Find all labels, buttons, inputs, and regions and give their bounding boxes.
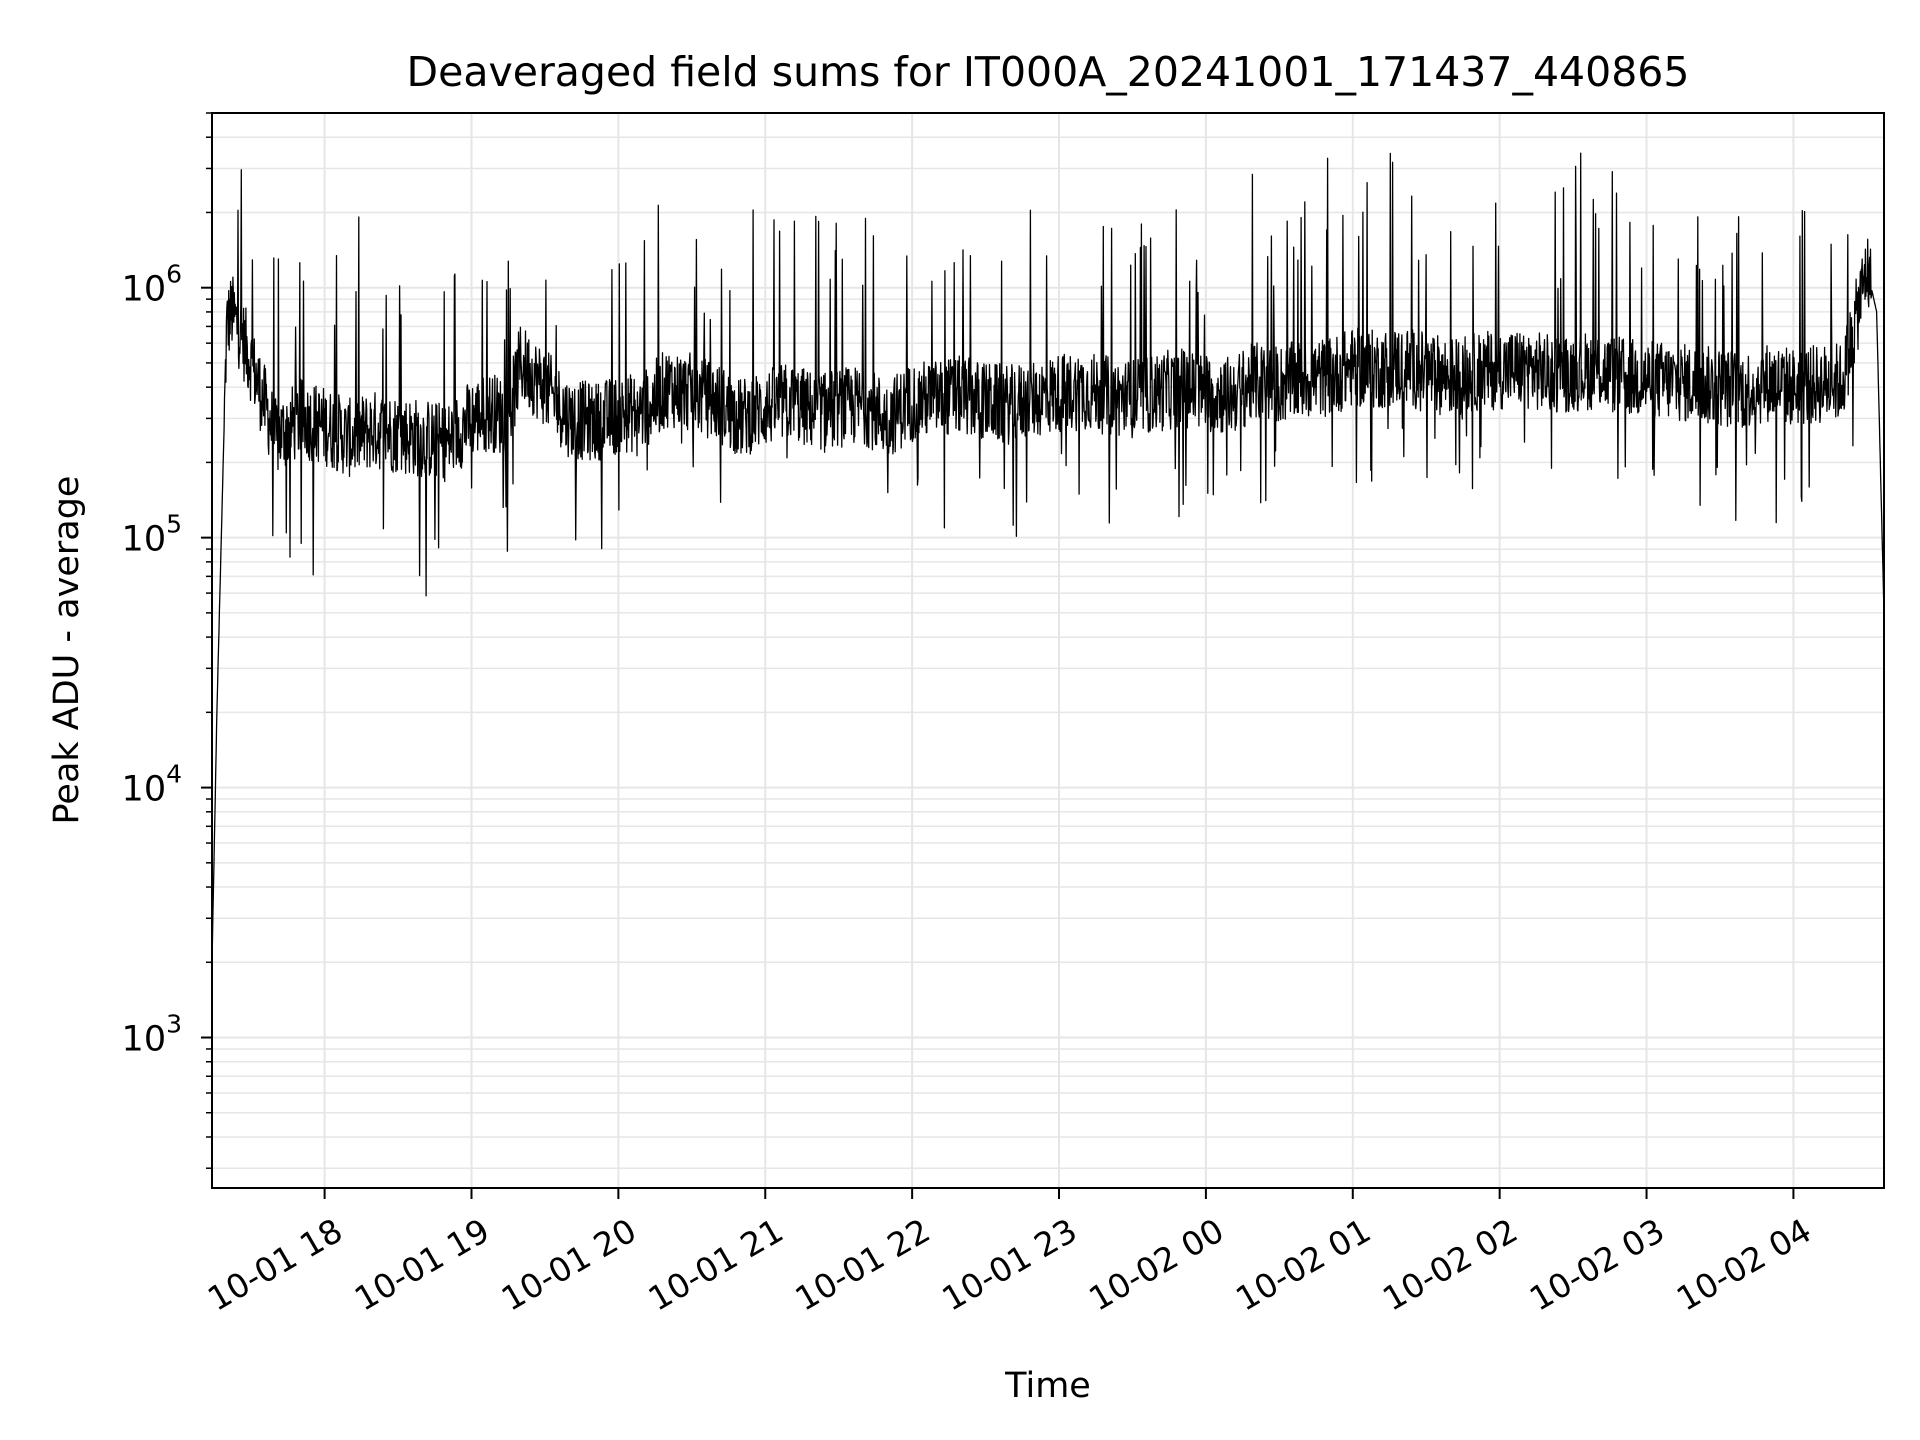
y-tick-label: 104 bbox=[122, 760, 182, 810]
y-tick-label: 105 bbox=[122, 510, 182, 560]
y-tick-base: 10 bbox=[122, 770, 167, 810]
y-tick-exponent: 6 bbox=[166, 260, 182, 289]
y-tick-base: 10 bbox=[122, 270, 167, 310]
series-layer bbox=[212, 152, 1884, 963]
series-line bbox=[212, 152, 1884, 963]
chart-title: Deaveraged field sums for IT000A_2024100… bbox=[407, 48, 1690, 96]
y-tick-label: 103 bbox=[122, 1010, 182, 1060]
y-tick-base: 10 bbox=[122, 1020, 167, 1060]
plot-frame bbox=[211, 112, 1885, 1189]
x-axis-label: Time bbox=[1004, 1366, 1091, 1406]
y-tick-exponent: 5 bbox=[166, 510, 182, 539]
y-tick-exponent: 4 bbox=[166, 760, 182, 789]
y-axis-label: Peak ADU - average bbox=[47, 476, 87, 825]
y-tick-exponent: 3 bbox=[166, 1010, 182, 1039]
y-tick-base: 10 bbox=[122, 520, 167, 560]
y-tick-label: 106 bbox=[122, 260, 182, 310]
